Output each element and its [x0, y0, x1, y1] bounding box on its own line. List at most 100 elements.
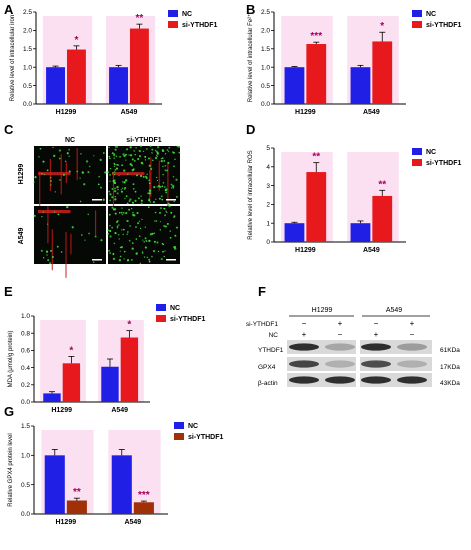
- micrograph-dot: [45, 250, 49, 253]
- micrograph-dot: [113, 165, 116, 168]
- micrograph-dot: [175, 226, 178, 229]
- micrograph-dot: [140, 202, 143, 205]
- micrograph-dot: [115, 221, 118, 223]
- micrograph-dot: [114, 169, 117, 171]
- micrograph-dot: [146, 256, 149, 259]
- micrograph-dot: [47, 259, 50, 262]
- micrograph-dot: [157, 250, 160, 253]
- micrograph-dot: [172, 186, 175, 189]
- micrograph-dot: [113, 181, 116, 184]
- micrograph-streak: [76, 148, 78, 181]
- micrograph-dot: [131, 158, 134, 161]
- y-tick-label: 1.5: [261, 46, 270, 53]
- micrograph-dot: [41, 172, 43, 175]
- micrograph-dot: [176, 145, 179, 148]
- micrograph-dot: [156, 179, 159, 182]
- micrograph-dot: [144, 246, 148, 249]
- micrograph-dot: [152, 249, 156, 253]
- y-tick-label: 1.5: [23, 46, 32, 53]
- micrograph-dot: [131, 259, 133, 261]
- micrograph-dot: [125, 159, 127, 161]
- y-tick-label: 0.0: [23, 101, 32, 108]
- micrograph-dot: [120, 189, 122, 191]
- legend-swatch: [168, 10, 178, 17]
- micrograph-dot: [102, 198, 105, 201]
- micrograph-dot: [129, 146, 132, 149]
- legend-swatch: [412, 21, 422, 28]
- y-tick-label: 0.6: [21, 348, 30, 355]
- micrograph-dot: [163, 255, 166, 258]
- micrograph-dot: [107, 232, 110, 235]
- significance-mark: *: [380, 21, 384, 32]
- micrograph-dot: [124, 186, 127, 189]
- blot-band: [289, 343, 319, 351]
- micrograph-dot: [114, 148, 117, 151]
- micrograph-dot: [163, 225, 166, 227]
- significance-mark: **: [312, 152, 320, 163]
- micrograph-dot: [98, 175, 101, 178]
- micrograph-dot: [128, 239, 131, 242]
- blot-condition-mark: +: [338, 319, 343, 328]
- micrograph-dot: [139, 174, 143, 178]
- micrograph-dot: [159, 207, 162, 210]
- y-tick-label: 0.5: [261, 83, 270, 90]
- micrograph-dot: [126, 231, 129, 233]
- micrograph-dot: [121, 181, 124, 183]
- blot-protein-bactin: β-actin: [258, 380, 278, 387]
- micrograph-streak: [38, 172, 71, 176]
- micrograph-dot: [164, 186, 166, 188]
- micrograph-panel: NC si-YTHDF1 H1299 A549: [18, 137, 181, 278]
- micrograph-dot: [109, 235, 112, 238]
- micrograph-dot: [39, 147, 42, 150]
- blot-condition-mark: +: [374, 330, 379, 339]
- micrograph-dot: [155, 198, 157, 200]
- legend-label: si-YTHDF1: [426, 160, 462, 167]
- micrograph-dot: [167, 161, 170, 164]
- micrograph-dot: [170, 211, 173, 214]
- blot-condition-mark: +: [410, 319, 415, 328]
- micrograph-streak: [149, 170, 151, 201]
- chart-ros: 0 1 2 3 4 5 Relative level of intracellular RO…: [248, 145, 462, 254]
- micrograph-dot: [114, 174, 116, 176]
- micrograph-dot: [178, 146, 181, 148]
- micrograph-dot: [125, 153, 127, 156]
- micrograph-dot: [114, 195, 117, 198]
- micrograph-dot: [100, 239, 103, 242]
- blot-band: [397, 343, 427, 351]
- bar-nc: [111, 455, 132, 514]
- micrograph-dot: [117, 234, 120, 236]
- micrograph-dot: [131, 247, 134, 250]
- micrograph-dot: [88, 165, 91, 168]
- micrograph-dot: [143, 241, 145, 243]
- micrograph-dot: [144, 155, 147, 158]
- bar-nc: [284, 223, 305, 242]
- micrograph-dot: [153, 186, 156, 189]
- micrograph-dot: [137, 157, 140, 161]
- micrograph-dot: [129, 225, 131, 227]
- micrograph-dot: [50, 249, 53, 252]
- micrograph-dot: [134, 199, 137, 202]
- y-tick-label: 0.2: [21, 382, 30, 389]
- micrograph-dot: [164, 250, 166, 252]
- micrograph-dot: [139, 262, 142, 265]
- micrograph-dot: [155, 220, 158, 222]
- micrograph-dot: [131, 164, 133, 167]
- micrograph-dot: [142, 175, 145, 178]
- micrograph-dot: [161, 149, 165, 153]
- micrograph-dot: [134, 153, 137, 156]
- scale-bar: [166, 199, 176, 201]
- micrograph-dot: [129, 198, 132, 201]
- bar-nc: [350, 67, 371, 104]
- micrograph-dot: [132, 211, 134, 214]
- significance-mark: ***: [138, 490, 150, 501]
- micrograph-dot: [165, 191, 168, 194]
- micrograph-dot: [122, 228, 125, 231]
- micrograph-dot: [134, 190, 137, 193]
- micrograph-dot: [109, 229, 112, 233]
- micrograph-streak: [112, 174, 115, 208]
- micrograph-dot: [42, 257, 45, 259]
- micrograph-streak: [150, 157, 152, 197]
- micrograph-streak: [65, 231, 67, 278]
- micrograph-dot: [109, 157, 111, 160]
- micrograph-dot: [148, 189, 152, 192]
